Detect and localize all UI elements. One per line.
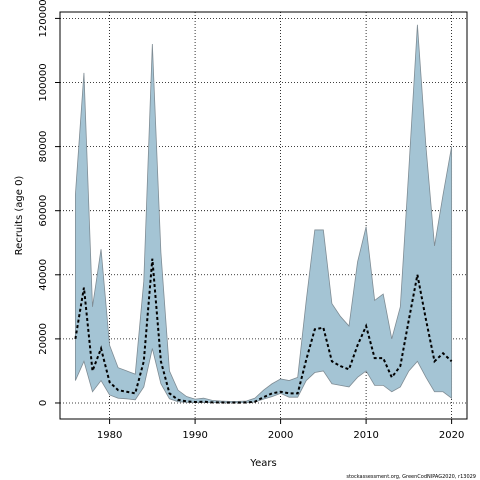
y-tick-label: 40000 xyxy=(38,259,49,291)
y-tick-label: 120000 xyxy=(38,0,49,38)
y-tick-label: 60000 xyxy=(38,195,49,227)
x-tick-label: 2010 xyxy=(353,430,378,441)
source-credit: stockassessment.org, GreenCodNIPAG2020, … xyxy=(346,474,476,480)
y-tick-label: 0 xyxy=(38,400,49,406)
y-tick-label: 20000 xyxy=(38,323,49,355)
y-tick-label: 100000 xyxy=(38,63,49,101)
x-tick-label: 1990 xyxy=(182,430,207,441)
confidence-band xyxy=(74,24,453,404)
median-line xyxy=(74,258,453,404)
x-tick-label: 2020 xyxy=(439,430,464,441)
x-axis-title: Years xyxy=(249,458,276,469)
x-tick-label: 2000 xyxy=(268,430,293,441)
y-axis-title: Recruits (age 0) xyxy=(14,176,25,256)
y-tick-label: 80000 xyxy=(38,131,49,163)
y-axis-ticks: 0 20000 40000 60000 80000 100000 120000 xyxy=(38,0,60,406)
x-axis-ticks: 1980 1990 2000 2010 2020 xyxy=(97,419,464,441)
plot-frame xyxy=(59,11,468,420)
x-tick-label: 1980 xyxy=(97,430,122,441)
